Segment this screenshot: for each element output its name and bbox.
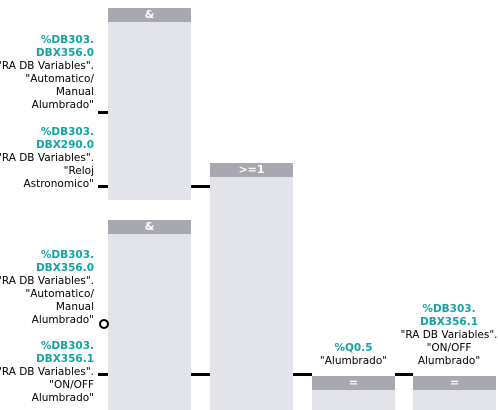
input-2-address-line-1: %DB303. [40, 126, 94, 138]
and-block-2[interactable]: & [108, 220, 191, 410]
input-1-address-line-2: DBX356.0 [35, 47, 94, 59]
or-block[interactable]: >=1 [210, 163, 293, 410]
input-wire-1 [98, 111, 108, 114]
and2-to-or-wire [191, 373, 210, 376]
input-label-2: %DB303. DBX290.0 "RA DB Variables". "Rel… [0, 126, 94, 191]
input-2-name-line-3: Astronomico" [23, 178, 94, 190]
input-4-address-line-1: %DB303. [40, 340, 94, 352]
input-label-3: %DB303. DBX356.0 "RA DB Variables". "Aut… [0, 249, 94, 327]
input-label-4: %DB303. DBX356.1 "RA DB Variables". "ON/… [0, 340, 94, 405]
output-1-name: "Alumbrado" [319, 355, 388, 367]
or-block-header: >=1 [210, 163, 293, 177]
output-label-1: %Q0.5 "Alumbrado" [300, 342, 407, 368]
assign-block-2[interactable]: = [413, 376, 496, 410]
input-2-name-line-1: "RA DB Variables". [0, 152, 94, 164]
output-2-name-line-2: "ON/OFF [426, 342, 472, 354]
output-2-address-line-2: DBX356.1 [419, 316, 479, 328]
negated-input-circle [99, 319, 109, 329]
assign-block-2-header: = [413, 376, 496, 390]
output-2-name-line-1: "RA DB Variables". [400, 329, 498, 341]
and1-to-or-wire [191, 185, 210, 188]
input-3-name-line-3: Manual [55, 301, 94, 313]
input-4-name-line-1: "RA DB Variables". [0, 366, 94, 378]
input-1-name-line-3: Manual [55, 86, 94, 98]
and-block-2-header: & [108, 220, 191, 234]
input-1-name-line-2: "Automatico/ [25, 73, 94, 85]
input-3-address-line-1: %DB303. [40, 249, 94, 261]
input-3-address-line-2: DBX356.0 [35, 262, 94, 274]
assign1-to-assign2-wire [395, 373, 413, 376]
or-to-assign1-wire [293, 373, 312, 376]
assign-block-1-header: = [312, 376, 395, 390]
input-4-name-line-2: "ON/OFF [49, 379, 94, 391]
output-2-address-line-1: %DB303. [422, 303, 476, 315]
input-3-name-line-1: "RA DB Variables". [0, 275, 94, 287]
input-4-name-line-3: Alumbrado" [31, 392, 94, 404]
input-wire-4 [98, 373, 108, 376]
input-3-name-line-4: Alumbrado" [31, 314, 94, 326]
input-4-address-line-2: DBX356.1 [35, 353, 94, 365]
input-wire-2 [98, 185, 108, 188]
input-3-name-line-2: "Automatico/ [25, 288, 94, 300]
input-1-name-line-4: Alumbrado" [31, 99, 94, 111]
input-label-1: %DB303. DBX356.0 "RA DB Variables". "Aut… [0, 34, 94, 112]
output-label-2: %DB303. DBX356.1 "RA DB Variables". "ON/… [400, 303, 498, 368]
output-2-name-line-3: Alumbrado" [417, 355, 481, 367]
and-block-1[interactable]: & [108, 8, 191, 200]
assign-block-1[interactable]: = [312, 376, 395, 410]
and-block-1-header: & [108, 8, 191, 22]
input-1-name-line-1: "RA DB Variables". [0, 60, 94, 72]
output-1-address: %Q0.5 [334, 342, 373, 354]
input-2-address-line-2: DBX290.0 [35, 139, 94, 151]
input-2-name-line-2: "Reloj [63, 165, 94, 177]
input-1-address-line-1: %DB303. [40, 34, 94, 46]
